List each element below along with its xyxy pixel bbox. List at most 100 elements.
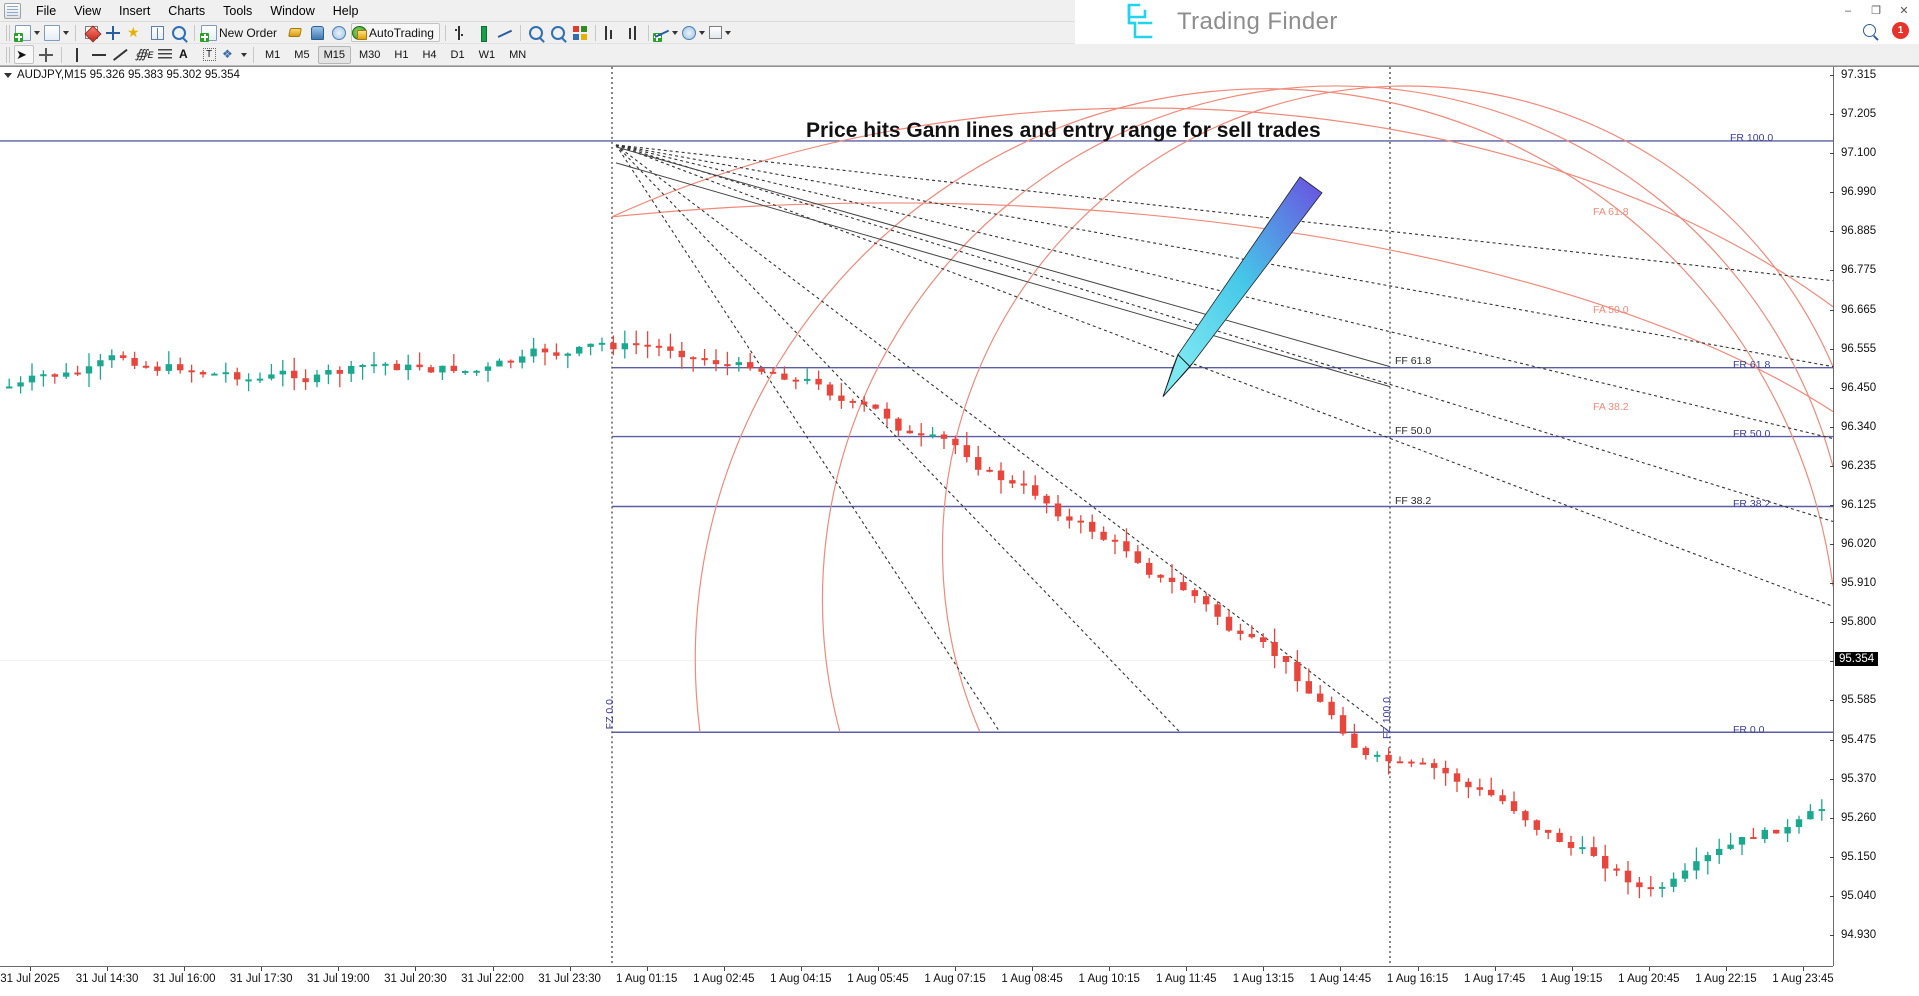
price-tick-label: 96.340 (1841, 420, 1877, 433)
price-tick-label: 96.885 (1841, 225, 1877, 238)
fibonacci-button[interactable]: ∰ᴇ (133, 45, 153, 64)
new-chart-button[interactable] (14, 23, 41, 42)
zoom-in-button[interactable] (526, 23, 546, 42)
menu-item-file[interactable]: File (36, 3, 57, 18)
timeframe-m30[interactable]: M30 (358, 48, 381, 61)
crosshair-tool-button[interactable] (36, 45, 56, 64)
time-tick (1494, 967, 1496, 971)
cursor-icon: ➤ (16, 46, 27, 62)
timeframe-mn[interactable]: MN (509, 48, 527, 61)
candle-chart-button[interactable] (473, 23, 493, 42)
current-price-label: 95.354 (1835, 652, 1879, 666)
time-axis[interactable]: 31 Jul 2025 31 Jul 14:30 31 Jul 16:00 31 Ju… (0, 966, 1834, 996)
price-tick (1830, 583, 1834, 585)
price-tick-label: 95.370 (1841, 772, 1877, 785)
cursor-tool-button[interactable]: ➤ (14, 45, 34, 64)
star-icon: ★ (127, 23, 140, 40)
fib-fan-label-382: FF 38.2 (1395, 495, 1432, 507)
market-watch-button[interactable] (81, 23, 101, 43)
notification-badge[interactable]: 1 (1892, 22, 1909, 39)
restore-button[interactable]: ❐ (1871, 5, 1881, 17)
globe-icon (332, 25, 347, 40)
timeframe-h4[interactable]: H4 (422, 48, 437, 61)
data-window-button[interactable] (103, 23, 123, 42)
autotrading-label: AutoTrading (369, 25, 434, 40)
time-tick-label: 31 Jul 14:30 (75, 973, 139, 985)
text-label-button[interactable]: T (199, 45, 219, 64)
menu-item-tools[interactable]: Tools (223, 3, 253, 18)
profiles-button[interactable] (43, 23, 70, 42)
new-order-button[interactable]: New Order (200, 23, 283, 42)
timeframe-m1[interactable]: M1 (265, 48, 281, 61)
chart-symbol-bar: AUDJPY,M15 95.326 95.383 95.302 95.354 (0, 67, 240, 83)
account-button[interactable] (307, 23, 327, 42)
price-tick-label: 95.260 (1841, 811, 1877, 824)
line-chart-button[interactable] (495, 23, 515, 42)
shift-end-button[interactable] (601, 23, 621, 42)
menu-item-charts[interactable]: Charts (168, 3, 206, 18)
time-tick-label: 1 Aug 14:45 (1309, 973, 1372, 985)
menu-item-view[interactable]: View (74, 3, 102, 18)
chart-plot-area[interactable]: FR 100.0 FR 61.8 FR 50.0 FR 38.2 FR 0.0 … (0, 67, 1833, 966)
price-tick-label: 96.665 (1841, 303, 1877, 316)
metaeditor-button[interactable] (285, 23, 305, 42)
time-tick-label: 1 Aug 07:15 (924, 973, 986, 985)
channel-button[interactable] (155, 45, 175, 64)
time-tick (723, 967, 725, 971)
price-tick-label: 95.150 (1841, 850, 1877, 863)
app-logo-icon (4, 2, 21, 19)
price-tick-label: 96.450 (1841, 381, 1877, 394)
community-button[interactable] (329, 23, 349, 42)
auto-scroll-button[interactable] (623, 23, 643, 42)
timeframe-h1[interactable]: H1 (394, 48, 409, 61)
timeframe-w1[interactable]: W1 (478, 48, 496, 61)
price-tick (1830, 856, 1834, 858)
chart-menu-caret-icon[interactable] (4, 72, 12, 78)
vertical-line-button[interactable] (67, 45, 87, 64)
time-tick (1186, 967, 1188, 971)
fib-retracement-label-100: FR 100.0 (1730, 132, 1774, 144)
time-tick (1648, 967, 1650, 971)
bar-chart-icon (454, 25, 468, 40)
indicators-button[interactable] (652, 23, 679, 42)
trendline-button[interactable] (111, 45, 131, 64)
menu-item-insert[interactable]: Insert (119, 3, 151, 18)
close-button[interactable]: ✕ (1899, 5, 1909, 17)
menu-item-help[interactable]: Help (332, 3, 359, 18)
minimize-button[interactable]: – (1844, 4, 1852, 17)
zoom-in-icon (528, 25, 543, 40)
templates-button[interactable] (708, 23, 732, 42)
price-tick-label: 95.040 (1841, 889, 1877, 902)
toolbar-grip[interactable] (6, 24, 10, 41)
text-button[interactable]: A (177, 45, 197, 64)
indicator-icon (652, 26, 669, 42)
menu-item-window[interactable]: Window (270, 3, 315, 18)
autotrading-button[interactable]: AutoTrading (351, 23, 440, 42)
price-tick (1830, 505, 1834, 506)
arrows-button[interactable]: ❖ (221, 45, 248, 64)
price-axis[interactable]: 97.315 97.205 97.100 96.990 96.885 96.775 96.6… (1830, 67, 1919, 966)
toolbar2-grip[interactable] (6, 46, 10, 63)
time-tick (1417, 967, 1419, 971)
price-tick (1830, 75, 1834, 76)
bar-chart-button[interactable] (451, 23, 471, 42)
time-tick-label: 31 Jul 16:00 (152, 973, 216, 985)
zoom-out-button[interactable] (548, 23, 568, 42)
brand-header: Trading Finder – ❐ ✕ 1 (1075, 0, 1919, 44)
timeframe-m5[interactable]: M5 (294, 48, 310, 61)
search-icon[interactable] (1863, 24, 1876, 37)
terminal-button[interactable] (147, 23, 167, 42)
timeframe-d1[interactable]: D1 (450, 48, 465, 61)
horizontal-line-button[interactable] (89, 45, 109, 64)
line-chart-icon (498, 26, 512, 40)
time-tick-label: 31 Jul 19:00 (307, 973, 370, 985)
price-tick (1830, 544, 1834, 546)
toolbar-separator-2 (194, 24, 195, 41)
tile-windows-button[interactable] (570, 23, 590, 42)
navigator-button[interactable]: ★ (125, 23, 145, 42)
fib-zone-label-0: FZ 0.0 (604, 699, 616, 730)
price-tick (1830, 387, 1834, 389)
timeframe-m15[interactable]: M15 (317, 45, 351, 64)
periods-button[interactable] (681, 23, 706, 42)
strategy-tester-button[interactable] (169, 23, 189, 42)
